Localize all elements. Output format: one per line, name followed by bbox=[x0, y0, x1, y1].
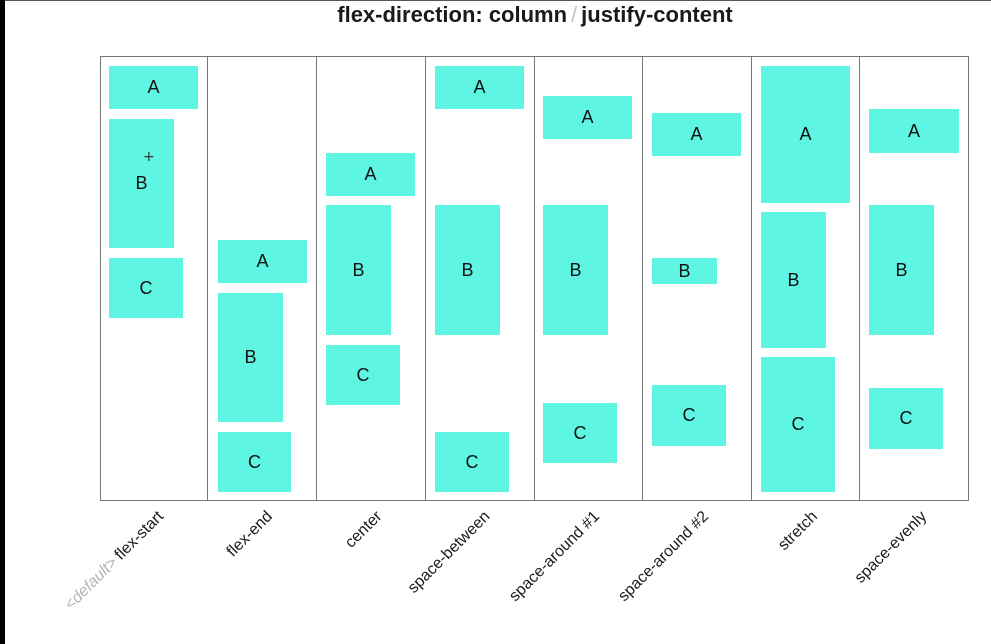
column-label-space-around-2: space-around #2 bbox=[615, 508, 713, 606]
column-space-evenly: A B C bbox=[859, 56, 969, 501]
label-text: flex-start bbox=[112, 508, 167, 563]
box-b: B bbox=[652, 258, 717, 284]
default-note: <default> bbox=[62, 554, 121, 613]
crosshair-cursor-icon: + bbox=[143, 150, 155, 164]
column-space-around-2: A B C bbox=[642, 56, 752, 501]
box-a: A bbox=[761, 66, 850, 203]
column-space-around-1: A B C bbox=[534, 56, 643, 501]
box-b: B bbox=[109, 119, 174, 248]
box-b: B bbox=[869, 205, 934, 335]
column-label-flex-end: flex-end bbox=[224, 508, 277, 561]
box-c: C bbox=[652, 385, 726, 446]
box-c: C bbox=[326, 345, 400, 405]
column-label-stretch: stretch bbox=[775, 508, 822, 555]
column-flex-end: A B C bbox=[207, 56, 317, 501]
box-b: B bbox=[326, 205, 391, 335]
column-label-space-around-1: space-around #1 bbox=[506, 508, 604, 606]
left-edge-bar bbox=[0, 0, 5, 644]
box-c: C bbox=[109, 258, 183, 318]
box-a: A bbox=[218, 240, 307, 283]
box-a: A bbox=[869, 109, 959, 153]
top-border bbox=[5, 0, 991, 1]
box-c: C bbox=[869, 388, 943, 449]
box-b: B bbox=[543, 205, 608, 335]
box-c: C bbox=[218, 432, 291, 492]
box-b: B bbox=[435, 205, 500, 335]
box-c: C bbox=[543, 403, 617, 463]
column-label-space-evenly: space-evenly bbox=[851, 508, 930, 587]
title-separator: / bbox=[571, 2, 577, 27]
box-a: A bbox=[652, 113, 741, 156]
box-a: A bbox=[109, 66, 198, 109]
column-label-flex-start: <default>flex-start bbox=[62, 508, 168, 614]
box-a: A bbox=[435, 66, 524, 109]
box-a: A bbox=[326, 153, 415, 196]
column-stretch: A B C bbox=[751, 56, 860, 501]
diagram-title: flex-direction: column / justify-content bbox=[0, 2, 991, 28]
column-flex-start: A B C bbox=[100, 56, 208, 501]
column-space-between: A B C bbox=[425, 56, 535, 501]
box-c: C bbox=[435, 432, 509, 492]
column-label-space-between: space-between bbox=[405, 508, 494, 597]
box-b: B bbox=[761, 212, 826, 348]
title-suffix: justify-content bbox=[581, 2, 733, 27]
box-a: A bbox=[543, 96, 632, 139]
title-prefix: flex-direction: column bbox=[337, 2, 567, 27]
column-center: A B C bbox=[316, 56, 426, 501]
box-c: C bbox=[761, 357, 835, 492]
column-label-center: center bbox=[342, 508, 386, 552]
box-b: B bbox=[218, 293, 283, 422]
